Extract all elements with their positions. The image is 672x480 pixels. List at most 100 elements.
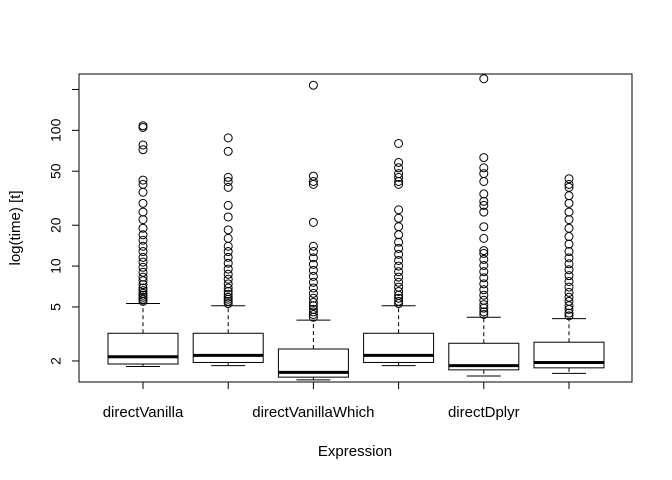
boxplot-series	[107, 74, 605, 381]
outlier-point	[308, 271, 318, 281]
outlier-point	[223, 225, 233, 235]
outlier-point	[479, 200, 489, 210]
y-axis: 2 5 10 20 50 100	[48, 88, 80, 365]
iqr-box	[277, 348, 349, 378]
outlier-point	[394, 222, 404, 232]
outlier-point	[138, 235, 148, 245]
outlier-point	[223, 252, 233, 262]
outlier-point	[138, 247, 148, 257]
outlier-point	[138, 230, 148, 240]
outlier-point	[479, 169, 489, 179]
outlier-point	[564, 179, 574, 189]
outlier-point	[479, 176, 489, 186]
y-tick-label: 20	[48, 217, 64, 233]
outlier-point	[138, 215, 148, 225]
outlier-point	[479, 207, 489, 217]
outlier-point	[308, 277, 318, 287]
outlier-point	[223, 182, 233, 192]
outlier-point	[394, 163, 404, 173]
outlier-point	[479, 248, 489, 258]
x-tick-label: directVanillaWhich	[252, 404, 374, 421]
outlier-point	[564, 191, 574, 201]
plot-frame	[78, 73, 633, 383]
outlier-point	[223, 274, 233, 284]
outlier-point	[564, 292, 574, 302]
outlier-point	[394, 243, 404, 253]
outlier-point	[308, 241, 318, 251]
outlier-point	[223, 279, 233, 289]
outlier-point	[564, 198, 574, 208]
outlier-point	[138, 241, 148, 251]
outlier-point	[479, 307, 489, 317]
outlier-point	[394, 282, 404, 292]
outlier-point	[308, 80, 318, 90]
iqr-box	[533, 341, 605, 369]
outlier-point	[564, 296, 574, 306]
outlier-point	[138, 267, 148, 277]
outlier-point	[308, 171, 318, 181]
outlier-point	[479, 153, 489, 163]
outlier-point	[479, 163, 489, 173]
outlier-point	[479, 222, 489, 232]
outlier-point	[394, 237, 404, 247]
outlier-point	[564, 287, 574, 297]
outlier-point	[479, 254, 489, 264]
outlier-point	[394, 179, 404, 189]
box-group	[277, 80, 349, 381]
outlier-point	[223, 264, 233, 274]
outlier-point	[223, 292, 233, 302]
outlier-point	[564, 223, 574, 233]
outlier-point	[394, 138, 404, 148]
outlier-point	[138, 187, 148, 197]
x-axis-label: Expression	[318, 443, 392, 460]
outlier-point	[308, 309, 318, 319]
outlier-point	[394, 261, 404, 271]
outlier-point	[308, 288, 318, 298]
box-group	[533, 174, 605, 374]
outlier-point	[394, 267, 404, 277]
outlier-point	[564, 282, 574, 292]
outlier-point	[394, 296, 404, 306]
outlier-point	[479, 290, 489, 300]
outlier-point	[223, 283, 233, 293]
outlier-point	[394, 172, 404, 182]
outlier-point	[479, 196, 489, 206]
outlier-point	[223, 172, 233, 182]
outlier-point	[138, 283, 148, 293]
outlier-point	[138, 179, 148, 189]
outlier-point	[564, 276, 574, 286]
outlier-point	[394, 169, 404, 179]
outlier-point	[138, 140, 148, 150]
outlier-point	[479, 233, 489, 243]
outlier-point	[394, 230, 404, 240]
y-tick-label: 2	[48, 357, 64, 365]
outlier-point	[308, 307, 318, 317]
outlier-point	[564, 207, 574, 217]
outlier-point	[394, 249, 404, 259]
outlier-point	[223, 200, 233, 210]
outlier-point	[564, 308, 574, 318]
outlier-point	[223, 233, 233, 243]
outlier-point	[394, 205, 404, 215]
y-tick-label: 5	[48, 303, 64, 311]
outlier-point	[564, 265, 574, 275]
outlier-point	[394, 286, 404, 296]
iqr-box	[192, 332, 264, 363]
outlier-point	[479, 74, 489, 84]
outlier-point	[479, 285, 489, 295]
iqr-box	[107, 332, 179, 365]
outlier-point	[479, 246, 489, 256]
outlier-point	[564, 247, 574, 257]
outlier-point	[394, 277, 404, 287]
outlier-point	[223, 176, 233, 186]
outlier-point	[223, 146, 233, 156]
outlier-point	[308, 247, 318, 257]
outlier-point	[564, 253, 574, 263]
outlier-point	[138, 286, 148, 296]
x-axis: directVanilla directVanillaWhich directDpl…	[103, 381, 570, 421]
outlier-point	[394, 157, 404, 167]
outlier-point	[308, 217, 318, 227]
y-tick-label: 50	[48, 163, 64, 179]
iqr-box	[448, 342, 520, 371]
